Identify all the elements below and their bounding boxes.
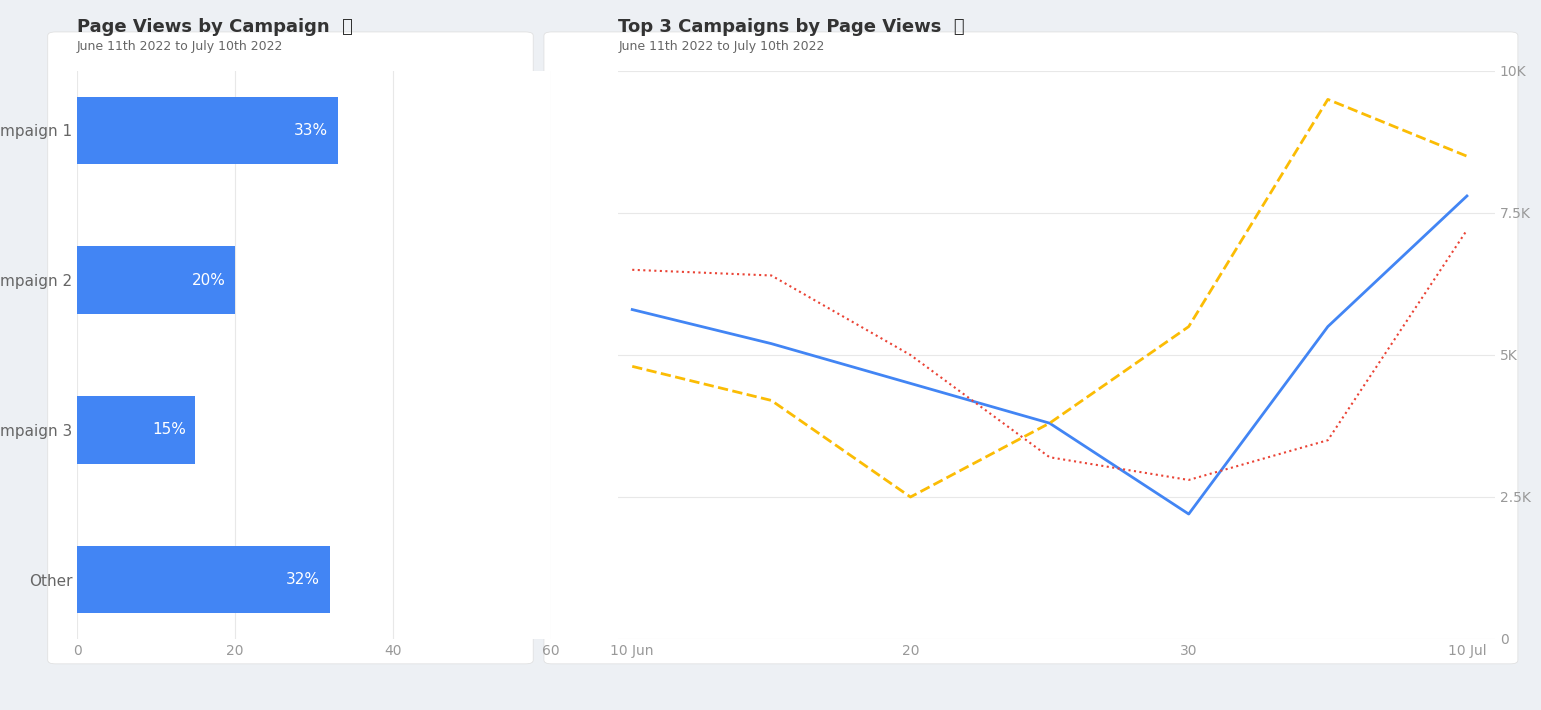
Bar bbox=[77, 396, 196, 464]
Campaign 2 bbox=[1319, 436, 1338, 444]
Campaign 3 bbox=[1458, 152, 1476, 160]
Campaign 1 bbox=[1040, 419, 1059, 427]
Campaign 2 bbox=[763, 271, 781, 280]
Campaign 1 bbox=[901, 379, 920, 388]
Text: Top 3 Campaigns by Page Views  ⓘ: Top 3 Campaigns by Page Views ⓘ bbox=[618, 18, 965, 36]
Text: 32%: 32% bbox=[287, 572, 321, 587]
Campaign 2 bbox=[1040, 453, 1059, 462]
Campaign 1 bbox=[1458, 192, 1476, 200]
Text: 15%: 15% bbox=[153, 422, 186, 437]
Campaign 3 bbox=[1319, 95, 1338, 104]
Campaign 3 bbox=[763, 396, 781, 405]
Line: Campaign 2: Campaign 2 bbox=[632, 230, 1467, 480]
Line: Campaign 3: Campaign 3 bbox=[632, 99, 1467, 497]
Campaign 2 bbox=[623, 266, 641, 274]
Bar bbox=[77, 546, 330, 613]
Campaign 1 bbox=[623, 305, 641, 314]
Campaign 1 bbox=[1319, 322, 1338, 331]
Campaign 2 bbox=[1179, 476, 1197, 484]
Text: 33%: 33% bbox=[294, 123, 328, 138]
Campaign 2 bbox=[901, 351, 920, 359]
Text: June 11th 2022 to July 10th 2022: June 11th 2022 to July 10th 2022 bbox=[77, 40, 284, 53]
Campaign 3 bbox=[1040, 419, 1059, 427]
Text: Page Views by Campaign  ⓘ: Page Views by Campaign ⓘ bbox=[77, 18, 353, 36]
Text: June 11th 2022 to July 10th 2022: June 11th 2022 to July 10th 2022 bbox=[618, 40, 824, 53]
Campaign 3 bbox=[623, 362, 641, 371]
Campaign 1 bbox=[763, 339, 781, 348]
Text: 20%: 20% bbox=[191, 273, 225, 288]
Campaign 1 bbox=[1179, 510, 1197, 518]
Campaign 2 bbox=[1458, 226, 1476, 234]
Campaign 3 bbox=[1179, 322, 1197, 331]
Line: Campaign 1: Campaign 1 bbox=[632, 196, 1467, 514]
Campaign 3 bbox=[901, 493, 920, 501]
Bar bbox=[77, 97, 337, 164]
Bar bbox=[77, 246, 234, 314]
